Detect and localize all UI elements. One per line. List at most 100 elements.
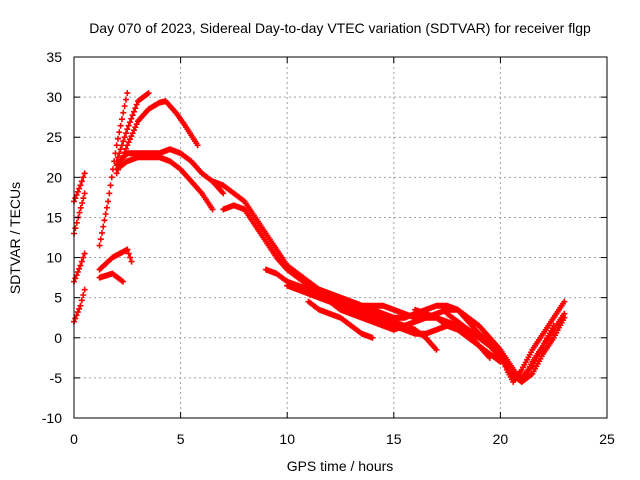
data-point <box>81 286 88 293</box>
data-point <box>133 101 140 108</box>
data-point <box>209 206 216 213</box>
data-point <box>128 133 135 140</box>
series-trace-t <box>412 306 504 365</box>
data-point <box>78 178 85 185</box>
x-axis-label: GPS time / hours <box>287 458 394 474</box>
data-point <box>129 130 136 137</box>
data-point <box>105 198 112 205</box>
data-point <box>124 90 131 97</box>
series-trace-k <box>113 146 227 197</box>
data-point <box>121 103 128 110</box>
data-point <box>125 139 132 146</box>
data-point <box>74 188 81 195</box>
y-tick-label: 10 <box>46 250 62 266</box>
data-point <box>96 242 103 249</box>
data-point <box>76 209 83 216</box>
data-point <box>124 246 131 253</box>
data-point <box>116 129 123 136</box>
data-point <box>81 250 88 257</box>
data-point <box>113 142 120 149</box>
data-point <box>81 170 88 177</box>
data-point <box>124 126 131 133</box>
data-point <box>122 96 129 103</box>
data-point <box>125 250 132 257</box>
data-point <box>132 124 139 131</box>
x-tick-label: 10 <box>279 431 295 447</box>
data-point <box>100 223 107 230</box>
data-point <box>145 90 152 97</box>
data-point <box>118 142 125 149</box>
y-tick-label: -10 <box>42 410 62 426</box>
data-point <box>125 122 132 129</box>
data-point <box>78 297 85 304</box>
y-tick-label: 5 <box>54 290 62 306</box>
data-point <box>73 191 80 198</box>
data-point <box>80 174 87 181</box>
data-point <box>561 314 568 321</box>
series-trace-i <box>113 90 152 165</box>
data-point <box>72 275 79 282</box>
y-tick-label: 15 <box>46 209 62 225</box>
data-point <box>76 305 83 312</box>
data-point <box>117 146 124 153</box>
data-point <box>74 268 81 275</box>
data-point <box>76 265 83 272</box>
data-point <box>130 127 137 134</box>
series-trace-q <box>284 282 440 353</box>
data-point <box>79 200 86 207</box>
axis-ticks: 0 5 10 15 20 25 -10 -5 0 5 10 15 20 25 30 35 <box>42 49 615 447</box>
data-point <box>122 130 129 137</box>
y-tick-label: -5 <box>50 370 63 386</box>
data-point <box>129 112 136 119</box>
data-point <box>77 262 84 269</box>
data-point <box>118 116 125 123</box>
data-point <box>121 134 128 141</box>
y-tick-label: 0 <box>54 330 62 346</box>
y-tick-label: 35 <box>46 49 62 65</box>
data-point <box>103 204 110 211</box>
data-point <box>108 174 115 181</box>
data-point <box>116 150 123 157</box>
data-point <box>122 145 129 152</box>
data-point <box>80 195 87 202</box>
data-point <box>126 136 133 143</box>
data-point <box>106 190 113 197</box>
data-point <box>194 142 201 149</box>
data-point <box>77 204 84 211</box>
data-point <box>117 122 124 129</box>
data-point <box>497 358 504 365</box>
data-point <box>97 236 104 243</box>
data-point <box>128 115 135 122</box>
data-point <box>133 121 140 128</box>
data-point <box>120 109 127 116</box>
series-trace-r <box>305 298 376 341</box>
data-point <box>77 182 84 189</box>
data-point <box>369 334 376 341</box>
data-point <box>220 190 227 197</box>
data-point <box>77 302 84 309</box>
data-point <box>72 195 79 202</box>
data-point <box>120 278 127 285</box>
data-point <box>114 135 121 142</box>
data-point <box>126 119 133 126</box>
data-series <box>71 90 568 385</box>
chart-title: Day 070 of 2023, Sidereal Day-to-day VTE… <box>89 20 591 36</box>
data-point <box>80 291 87 298</box>
data-point <box>80 254 87 261</box>
data-point <box>114 154 121 161</box>
data-point <box>124 142 131 149</box>
data-point <box>130 108 137 115</box>
data-point <box>99 229 106 236</box>
data-point <box>74 309 81 316</box>
y-tick-label: 20 <box>46 169 62 185</box>
plot-frame <box>73 56 608 419</box>
data-point <box>73 219 80 226</box>
data-point <box>78 258 85 265</box>
y-tick-label: 30 <box>46 89 62 105</box>
y-axis-label: SDTVAR / TECUs <box>7 182 23 294</box>
series-trace-a <box>71 170 88 205</box>
series-trace-h <box>96 270 127 285</box>
data-point <box>128 258 135 265</box>
